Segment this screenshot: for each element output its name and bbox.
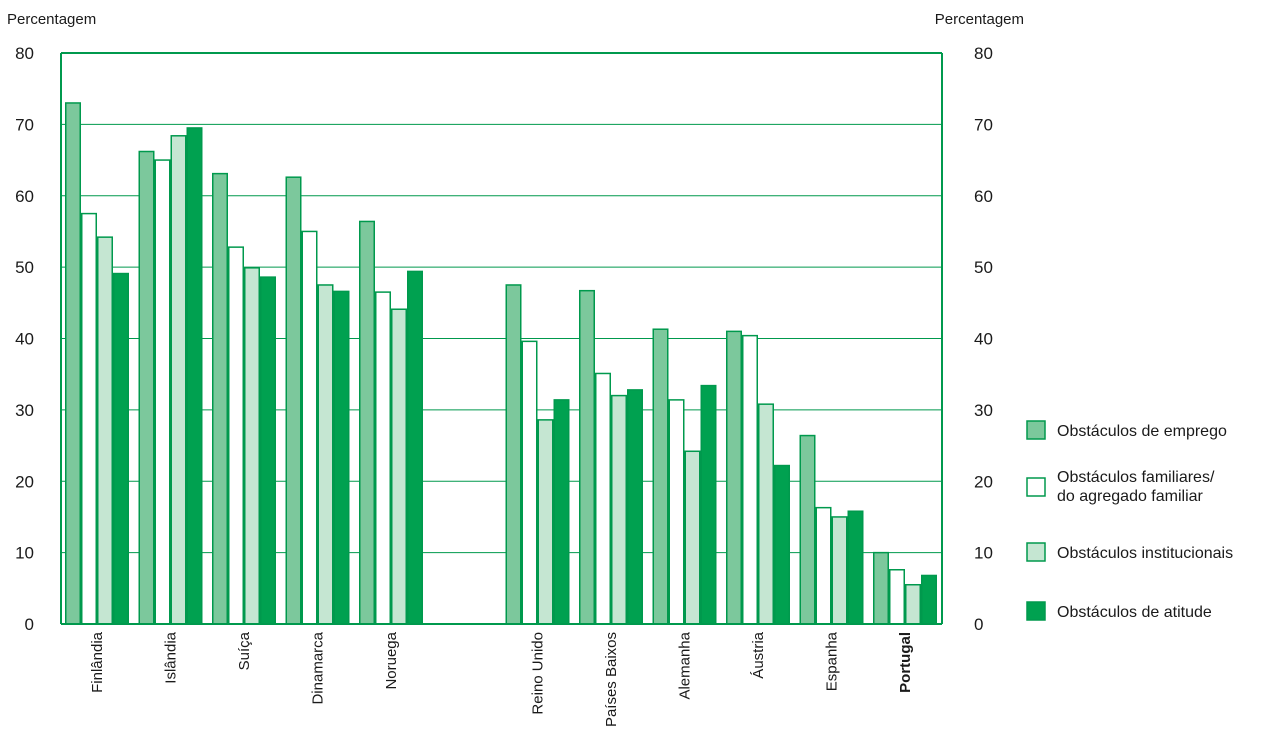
- bars-group: [65, 102, 937, 625]
- bar-4-7: [627, 389, 643, 625]
- bar-2-6: [521, 340, 538, 625]
- y-tick-label-left: 80: [15, 44, 34, 63]
- x-tick-label: Países Baixos: [603, 632, 620, 727]
- bar-1-1: [65, 102, 81, 625]
- y-tick-label-right: 80: [974, 44, 993, 63]
- bar-3-9: [758, 403, 774, 625]
- y-tick-label-right: 10: [974, 544, 993, 563]
- x-tick-label: Dinamarca: [310, 631, 327, 704]
- bar-4-8: [700, 384, 717, 625]
- y-tick-label-left: 40: [15, 330, 34, 349]
- bar-2-1: [81, 212, 97, 625]
- bar-2-9: [742, 334, 758, 625]
- y-tick-label-right: 30: [974, 401, 993, 420]
- x-axis-labels: Finlândia Islândia Suíça Dinamarca Noruega Re…: [89, 631, 914, 727]
- grid-lines: [61, 123, 942, 554]
- y-axis-right: 0 10 20 30 40 50 60 70 80: [974, 44, 993, 634]
- bar-1-4: [285, 176, 302, 625]
- y-tick-label-right: 70: [974, 115, 993, 134]
- bar-3-5: [391, 308, 407, 625]
- y-tick-label-left: 50: [15, 258, 34, 277]
- y-tick-label-right: 20: [974, 472, 993, 491]
- legend-swatch-3: [1026, 542, 1046, 562]
- x-tick-label: Áustria: [750, 631, 767, 678]
- y-tick-label-left: 20: [15, 472, 34, 491]
- legend-label-4: Obstáculos de atitude: [1057, 604, 1212, 621]
- legend-label-2-line-2: do agregado familiar: [1057, 488, 1204, 505]
- bar-4-6: [553, 399, 570, 625]
- y-tick-label-right: 60: [974, 187, 993, 206]
- bar-4-4: [333, 290, 350, 625]
- y-axis-title-right: Percentagem: [935, 11, 1024, 28]
- bar-3-8: [684, 450, 701, 625]
- bar-1-6: [505, 284, 522, 625]
- bar-1-2: [138, 150, 155, 625]
- legend: Obstáculos de emprego Obstáculos familiar…: [1026, 420, 1233, 621]
- y-axis-title-left: Percentagem: [7, 11, 96, 28]
- bar-3-3: [244, 267, 260, 625]
- bar-2-10: [815, 506, 832, 625]
- bar-3-6: [537, 419, 554, 625]
- bar-1-5: [359, 220, 375, 625]
- x-tick-label: Portugal: [897, 632, 914, 693]
- bar-4-5: [407, 270, 423, 625]
- y-axis-left: 0 10 20 30 40 50 60 70 80: [15, 44, 34, 634]
- bar-1-8: [652, 328, 669, 625]
- legend-swatch-1: [1026, 420, 1046, 440]
- legend-label-1: Obstáculos de emprego: [1057, 423, 1227, 440]
- legend-label-2-line-1: Obstáculos familiares/: [1057, 469, 1215, 486]
- bar-1-7: [579, 289, 595, 625]
- bar-3-1: [97, 236, 113, 625]
- y-tick-label-right: 50: [974, 258, 993, 277]
- bar-2-7: [595, 372, 611, 625]
- bar-2-8: [668, 399, 685, 625]
- x-tick-label: Alemanha: [677, 631, 694, 699]
- bar-2-11: [889, 569, 905, 625]
- bar-3-4: [317, 284, 334, 625]
- legend-swatch-2: [1026, 477, 1046, 497]
- x-tick-label: Espanha: [824, 631, 841, 691]
- x-tick-label: Reino Unido: [530, 632, 547, 715]
- bar-2-2: [154, 159, 171, 625]
- bar-2-5: [375, 291, 391, 625]
- x-tick-label: Finlândia: [89, 631, 106, 693]
- legend-swatch-4: [1026, 601, 1046, 621]
- y-tick-label-right: 40: [974, 330, 993, 349]
- bar-3-2: [170, 135, 187, 625]
- bar-4-11: [921, 574, 937, 625]
- bar-1-10: [799, 434, 816, 625]
- bar-2-3: [228, 246, 244, 625]
- plot-frame: [60, 52, 943, 625]
- y-tick-label-left: 60: [15, 187, 34, 206]
- bar-4-10: [847, 510, 864, 625]
- bar-3-7: [611, 394, 627, 625]
- y-tick-label-left: 10: [15, 544, 34, 563]
- bar-3-11: [905, 583, 921, 625]
- bar-1-11: [873, 551, 889, 625]
- bar-4-2: [186, 127, 203, 625]
- bar-1-9: [726, 330, 742, 625]
- y-tick-label-left: 30: [15, 401, 34, 420]
- x-tick-label: Islândia: [163, 631, 180, 683]
- legend-label-3: Obstáculos institucionais: [1057, 545, 1233, 562]
- bar-4-3: [260, 276, 276, 625]
- y-tick-label-left: 70: [15, 115, 34, 134]
- y-tick-label-right: 0: [974, 615, 983, 634]
- bar-3-10: [831, 516, 848, 625]
- bar-1-3: [212, 172, 228, 625]
- x-tick-label: Noruega: [383, 631, 400, 689]
- y-tick-label-left: 0: [25, 615, 34, 634]
- bar-4-1: [113, 272, 129, 625]
- bar-2-4: [301, 230, 318, 625]
- x-tick-label: Suíça: [236, 631, 253, 670]
- bar-4-9: [774, 464, 790, 625]
